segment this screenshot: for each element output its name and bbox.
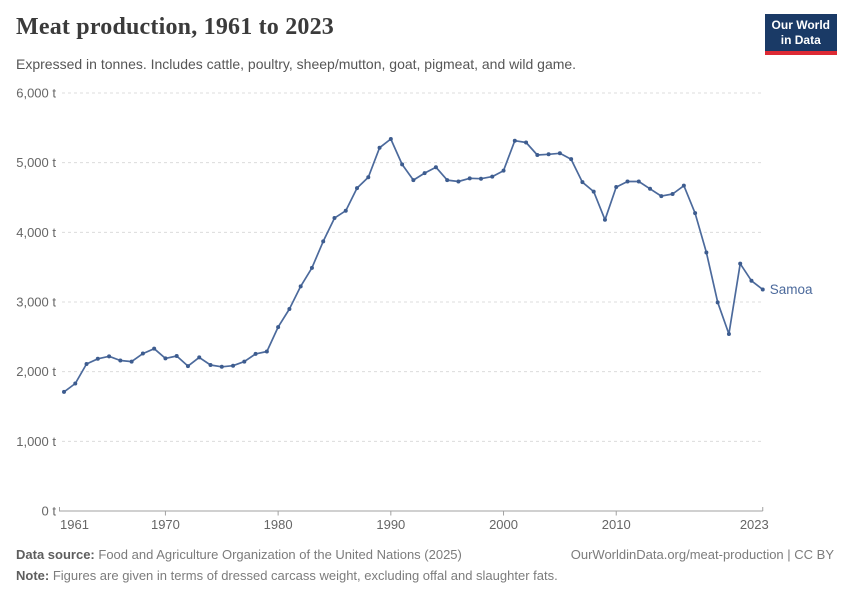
data-point[interactable] (321, 239, 326, 244)
data-point[interactable] (614, 185, 619, 190)
data-point[interactable] (332, 216, 337, 221)
data-point[interactable] (670, 192, 675, 197)
x-axis-tick-label: 1961 (60, 517, 89, 532)
data-point[interactable] (524, 140, 529, 145)
data-point[interactable] (557, 151, 562, 156)
data-point[interactable] (287, 306, 292, 311)
page-title: Meat production, 1961 to 2023 (16, 14, 335, 40)
data-point[interactable] (478, 176, 483, 181)
data-point[interactable] (760, 287, 765, 292)
data-point[interactable] (659, 194, 664, 199)
data-source-line: Data source: Food and Agriculture Organi… (16, 545, 462, 566)
data-point[interactable] (580, 180, 585, 185)
citation-link[interactable]: OurWorldinData.org/meat-production | CC … (570, 547, 834, 562)
data-point[interactable] (185, 364, 190, 369)
owid-logo[interactable]: Our World in Data (764, 14, 837, 55)
data-point[interactable] (95, 356, 100, 361)
data-point[interactable] (174, 353, 179, 358)
y-axis-tick-label: 3,000 t (16, 295, 56, 310)
data-point[interactable] (411, 178, 416, 183)
y-axis-tick-label: 5,000 t (16, 155, 56, 170)
data-point[interactable] (400, 162, 405, 167)
data-point[interactable] (738, 261, 743, 266)
data-point[interactable] (715, 300, 720, 305)
x-axis-tick-label: 1990 (376, 517, 405, 532)
chart-subtitle: Expressed in tonnes. Includes cattle, po… (16, 56, 577, 72)
x-axis-tick-label: 2010 (602, 517, 631, 532)
data-source-text: Food and Agriculture Organization of the… (98, 547, 462, 562)
data-point[interactable] (309, 265, 314, 270)
data-point[interactable] (467, 176, 472, 181)
data-point[interactable] (163, 356, 168, 361)
data-point[interactable] (264, 349, 269, 354)
data-point[interactable] (242, 359, 247, 364)
data-point[interactable] (501, 168, 506, 173)
data-point[interactable] (231, 363, 236, 368)
data-point[interactable] (152, 346, 157, 351)
note-text: Figures are given in terms of dressed ca… (52, 567, 558, 583)
data-point[interactable] (749, 278, 754, 283)
data-point[interactable] (546, 152, 551, 157)
data-point[interactable] (343, 208, 348, 213)
data-point[interactable] (355, 186, 360, 191)
data-point[interactable] (219, 364, 224, 369)
data-point[interactable] (253, 351, 258, 356)
data-point[interactable] (535, 153, 540, 158)
data-point[interactable] (73, 381, 78, 386)
data-point[interactable] (84, 362, 89, 367)
owid-logo-line2: in Data (780, 33, 821, 47)
data-point[interactable] (366, 175, 371, 180)
y-axis-tick-label: 6,000 t (16, 86, 56, 101)
data-point[interactable] (107, 354, 112, 359)
data-point[interactable] (704, 250, 709, 255)
data-point[interactable] (445, 178, 450, 183)
data-point[interactable] (569, 157, 574, 162)
chart-canvas[interactable]: 0 t 1,000 t 2,000 t 3,000 t 4,000 t 5,000 t 6,… (0, 80, 850, 540)
data-point[interactable] (377, 145, 382, 150)
series-label-samoa[interactable]: Samoa (770, 282, 813, 297)
data-point[interactable] (433, 165, 438, 170)
chart-footer: Data source: Food and Agriculture Organi… (16, 545, 834, 587)
x-axis-tick-label: 2000 (489, 517, 518, 532)
data-line-samoa[interactable] (63, 138, 764, 393)
data-point[interactable] (118, 358, 123, 363)
data-point[interactable] (625, 179, 630, 184)
data-point[interactable] (388, 136, 393, 141)
note-label: Note: (16, 567, 50, 583)
data-point[interactable] (140, 351, 145, 356)
data-point[interactable] (276, 325, 281, 330)
owid-logo-line1: Our World (771, 18, 830, 32)
x-axis-tick-label: 1980 (264, 517, 293, 532)
data-point[interactable] (208, 363, 213, 368)
x-axis-tick-label: 2023 (740, 517, 769, 532)
data-point[interactable] (422, 171, 427, 176)
data-point[interactable] (197, 355, 202, 360)
data-point[interactable] (602, 217, 607, 222)
data-point[interactable] (512, 138, 517, 143)
data-point[interactable] (591, 189, 596, 194)
y-axis-tick-label: 0 t (42, 504, 57, 519)
data-point[interactable] (693, 211, 698, 216)
y-axis-tick-label: 2,000 t (16, 364, 56, 379)
data-point[interactable] (636, 179, 641, 184)
data-point[interactable] (681, 183, 686, 188)
data-point[interactable] (129, 359, 134, 364)
data-point[interactable] (62, 389, 66, 394)
y-axis-tick-label: 1,000 t (16, 434, 56, 449)
data-point[interactable] (298, 284, 303, 289)
data-point[interactable] (726, 332, 731, 337)
y-axis-tick-label: 4,000 t (16, 225, 56, 240)
data-point[interactable] (456, 179, 461, 184)
data-point[interactable] (648, 186, 653, 191)
x-axis-tick-label: 1970 (151, 517, 180, 532)
line-chart[interactable]: 0 t 1,000 t 2,000 t 3,000 t 4,000 t 5,000 t 6,… (0, 80, 850, 540)
data-source-label: Data source: (16, 547, 95, 562)
data-point[interactable] (490, 174, 495, 179)
